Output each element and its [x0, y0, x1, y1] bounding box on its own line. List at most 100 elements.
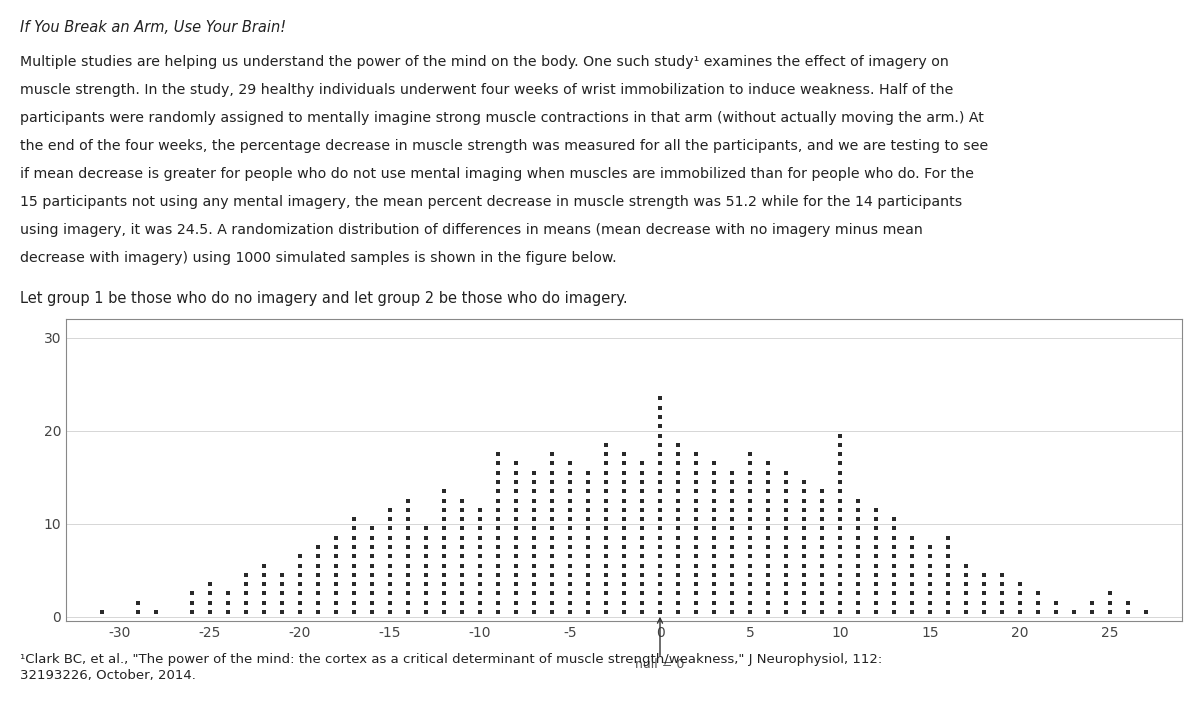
Point — [704, 588, 724, 599]
Point — [686, 458, 706, 469]
Point — [740, 467, 760, 478]
Point — [524, 597, 544, 609]
Point — [434, 550, 454, 562]
Point — [254, 588, 274, 599]
Point — [776, 578, 796, 590]
Point — [344, 541, 364, 552]
Point — [776, 477, 796, 488]
Point — [416, 597, 436, 609]
Text: Let group 1 be those who do no imagery and let group 2 be those who do imagery.: Let group 1 be those who do no imagery a… — [20, 291, 628, 306]
Text: decrease with imagery) using 1000 simulated samples is shown in the figure below: decrease with imagery) using 1000 simula… — [20, 251, 617, 265]
Point — [578, 560, 598, 571]
Text: null = 0: null = 0 — [635, 618, 685, 671]
Point — [524, 550, 544, 562]
Point — [758, 523, 778, 534]
Point — [470, 597, 490, 609]
Point — [866, 532, 886, 543]
Point — [1010, 578, 1030, 590]
Point — [614, 560, 634, 571]
Point — [668, 550, 688, 562]
Point — [506, 477, 526, 488]
Point — [776, 569, 796, 581]
Point — [488, 495, 508, 506]
Text: ¹Clark BC, et al., "The power of the mind: the cortex as a critical determinant : ¹Clark BC, et al., "The power of the min… — [20, 653, 883, 666]
Point — [866, 607, 886, 618]
Point — [722, 467, 742, 478]
Point — [794, 504, 814, 515]
Point — [506, 523, 526, 534]
Point — [434, 597, 454, 609]
Point — [812, 486, 832, 497]
Point — [308, 541, 328, 552]
Point — [830, 560, 850, 571]
Point — [488, 449, 508, 460]
Point — [560, 532, 580, 543]
Point — [992, 607, 1012, 618]
Point — [308, 569, 328, 581]
Point — [1028, 597, 1048, 609]
Point — [182, 588, 202, 599]
Point — [452, 532, 472, 543]
Point — [722, 588, 742, 599]
Point — [596, 458, 616, 469]
Point — [470, 541, 490, 552]
Point — [434, 513, 454, 524]
Point — [650, 392, 670, 404]
Point — [740, 569, 760, 581]
Point — [326, 569, 346, 581]
Point — [434, 560, 454, 571]
Point — [866, 588, 886, 599]
Point — [938, 588, 958, 599]
Point — [362, 597, 382, 609]
Point — [218, 597, 238, 609]
Point — [506, 467, 526, 478]
Point — [434, 541, 454, 552]
Point — [776, 513, 796, 524]
Point — [650, 486, 670, 497]
Point — [902, 578, 922, 590]
Point — [650, 588, 670, 599]
Point — [470, 504, 490, 515]
Point — [632, 560, 652, 571]
Point — [722, 477, 742, 488]
Point — [758, 607, 778, 618]
Point — [830, 439, 850, 451]
Point — [686, 486, 706, 497]
Point — [920, 569, 940, 581]
Point — [308, 578, 328, 590]
Point — [542, 458, 562, 469]
Point — [686, 607, 706, 618]
Point — [776, 532, 796, 543]
Point — [578, 607, 598, 618]
Point — [866, 541, 886, 552]
Point — [560, 513, 580, 524]
Point — [344, 569, 364, 581]
Point — [398, 541, 418, 552]
Point — [686, 597, 706, 609]
Point — [722, 597, 742, 609]
Point — [668, 486, 688, 497]
Point — [650, 569, 670, 581]
Point — [542, 550, 562, 562]
Point — [758, 550, 778, 562]
Point — [650, 578, 670, 590]
Point — [542, 513, 562, 524]
Point — [704, 607, 724, 618]
Point — [884, 578, 904, 590]
Point — [902, 588, 922, 599]
Point — [452, 569, 472, 581]
Point — [722, 504, 742, 515]
Point — [668, 607, 688, 618]
Point — [704, 495, 724, 506]
Point — [488, 550, 508, 562]
Point — [434, 588, 454, 599]
Point — [560, 477, 580, 488]
Point — [614, 467, 634, 478]
Point — [668, 578, 688, 590]
Point — [884, 550, 904, 562]
Point — [830, 449, 850, 460]
Point — [290, 560, 310, 571]
Point — [650, 402, 670, 413]
Point — [974, 578, 994, 590]
Point — [1100, 597, 1120, 609]
